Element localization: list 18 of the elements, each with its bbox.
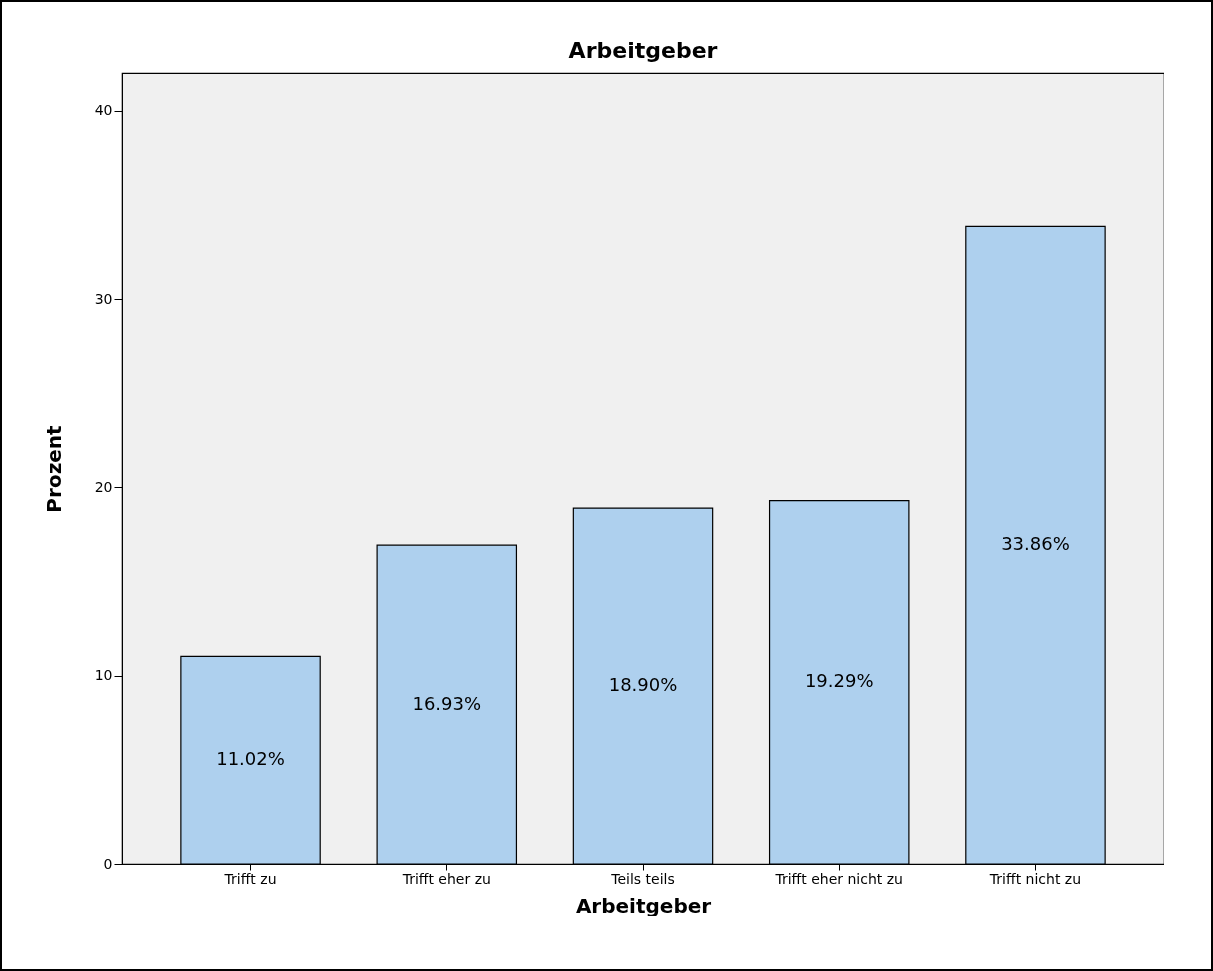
data-label: 11.02% — [216, 748, 285, 770]
data-label: 33.86% — [1001, 533, 1070, 555]
chart-title: Arbeitgeber — [568, 38, 718, 63]
y-tick-label: 20 — [94, 478, 113, 495]
data-label: 18.90% — [608, 674, 678, 696]
data-label: 16.93% — [412, 692, 482, 714]
y-tick-label: 30 — [94, 290, 113, 307]
x-tick-label: Trifft zu — [223, 870, 277, 887]
y-tick-label: 0 — [103, 855, 113, 872]
x-tick-label: Trifft eher zu — [401, 870, 491, 887]
x-tick-label: Teils teils — [610, 870, 675, 887]
x-tick-label: Trifft eher nicht zu — [774, 870, 903, 887]
y-tick-label: 40 — [94, 102, 113, 119]
data-label: 19.29% — [804, 670, 874, 692]
x-axis-title: Arbeitgeber — [575, 893, 712, 918]
x-tick-label: Trifft nicht zu — [988, 870, 1082, 887]
y-tick-label: 10 — [94, 667, 113, 684]
y-axis-title: Prozent — [41, 424, 66, 513]
